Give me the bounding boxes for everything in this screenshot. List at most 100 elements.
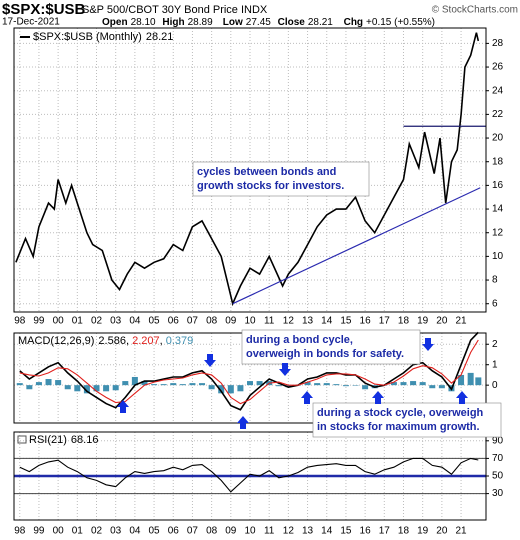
histogram-bar (400, 382, 407, 386)
x-tick-label: 21 (455, 526, 467, 537)
histogram-bar (342, 385, 349, 387)
x-tick-label: 00 (53, 526, 65, 537)
x-tick-label: 14 (321, 526, 333, 537)
histogram-bar (16, 383, 23, 386)
x-tick-label: 12 (283, 526, 295, 537)
histogram-bar (93, 385, 100, 392)
histogram-bar (352, 385, 359, 386)
y-tick-label: 70 (492, 453, 504, 464)
legend-name: RSI(21) (29, 434, 67, 446)
x-tick-label: 02 (91, 316, 103, 327)
annotation-text: cycles between bonds and (197, 166, 336, 178)
x-tick-label: 03 (110, 526, 122, 537)
x-tick-label: 19 (417, 316, 429, 327)
y-tick-label: 26 (492, 62, 504, 73)
y-tick-label: 10 (492, 251, 504, 262)
separator: , (126, 335, 132, 347)
x-tick-label: 08 (206, 316, 218, 327)
separator: , (160, 335, 166, 347)
quote-value: 28.89 (188, 17, 213, 28)
legend-value: 0.379 (166, 335, 194, 347)
quote-item: Close 28.21 (278, 17, 334, 28)
instrument-name: S&P 500/CBOT 30Y Bond Price INDX (82, 4, 268, 16)
histogram-bar (151, 384, 158, 386)
histogram-bar (323, 383, 330, 386)
x-tick-label: 13 (302, 526, 314, 537)
legend-text: RSI(21) 68.16 (29, 434, 98, 446)
histogram-bar (304, 382, 311, 386)
x-tick-label: 14 (321, 316, 333, 327)
legend-text: MACD(12,26,9) 2.586, 2.207, 0.379 (18, 335, 193, 347)
quote-label: Close (278, 17, 306, 28)
histogram-bar (26, 385, 33, 390)
quote-value: 27.45 (246, 17, 271, 28)
annotation-box (312, 402, 502, 438)
histogram-bar (458, 374, 465, 386)
histogram-bar (429, 385, 436, 389)
x-tick-label: 05 (149, 526, 161, 537)
legend-text: $SPX:$USB (Monthly) 28.21 (33, 31, 173, 43)
legend-icon (17, 435, 27, 444)
y-tick-label: 18 (492, 156, 504, 167)
histogram-bar (256, 381, 263, 386)
quote-item: Low 27.45 (223, 17, 271, 28)
histogram-bar (199, 383, 206, 386)
histogram-bar (141, 381, 148, 386)
histogram-bar (55, 380, 62, 386)
legend-name: $SPX:$USB (Monthly) (33, 31, 142, 43)
histogram-bar (218, 385, 225, 394)
y-tick-label: 20 (492, 133, 504, 144)
quote-item: Chg +0.15 (+0.55%) (344, 17, 435, 28)
histogram-bar (247, 381, 253, 386)
x-tick-label: 18 (398, 316, 410, 327)
legend-value: 2.586 (98, 335, 126, 347)
histogram-bar (314, 383, 321, 386)
annotation-text: growth stocks for investors. (197, 180, 344, 192)
x-tick-label: 08 (206, 526, 218, 537)
legend-value: 2.207 (132, 335, 160, 347)
x-tick-label: 07 (187, 526, 199, 537)
quote: Open 28.10 High 28.89 Low 27.45 Close 28.21 Chg +… (102, 17, 435, 28)
quote-value: 28.10 (131, 17, 156, 28)
annotation-box (192, 161, 370, 197)
panel-frame (13, 431, 487, 521)
histogram-bar (179, 384, 186, 386)
x-tick-label: 04 (129, 316, 141, 327)
histogram-bar (189, 383, 196, 386)
annotation-box (241, 329, 421, 365)
quote-label: Chg (344, 17, 363, 28)
histogram-bar (333, 384, 340, 386)
histogram-bar (438, 385, 445, 389)
histogram-bar (285, 385, 292, 388)
x-tick-label: 20 (436, 526, 448, 537)
y-tick-label: 50 (492, 471, 504, 482)
histogram-bar (112, 385, 119, 391)
annotation-text: during a stock cycle, overweigh (317, 407, 484, 419)
x-tick-label: 16 (360, 526, 372, 537)
legend-value: 68.16 (71, 434, 99, 446)
x-tick-label: 09 (225, 316, 237, 327)
x-tick-label: 11 (264, 316, 275, 327)
x-tick-label: 06 (168, 316, 180, 327)
histogram-bar (390, 382, 397, 386)
series-line (15, 32, 480, 307)
annotation-text: in stocks for maximum growth. (317, 421, 480, 433)
x-tick-label: 99 (33, 316, 45, 327)
series-line (19, 339, 479, 405)
x-tick-label: 12 (283, 316, 295, 327)
histogram-bar (419, 382, 426, 386)
x-tick-label: 15 (340, 526, 352, 537)
x-tick-label: 15 (340, 316, 352, 327)
trend-line (232, 187, 481, 305)
x-tick-label: 07 (187, 316, 199, 327)
y-tick-label: 0 (492, 380, 498, 391)
histogram-bar (362, 385, 369, 390)
source: © StockCharts.com (432, 5, 518, 16)
x-tick-label: 11 (264, 526, 275, 537)
quote-value: +0.15 (+0.55%) (366, 17, 435, 28)
x-tick-label: 98 (14, 316, 26, 327)
x-tick-label: 01 (72, 316, 84, 327)
quote-item: Open 28.10 (102, 17, 156, 28)
histogram-bar (131, 376, 138, 386)
y-tick-label: 28 (492, 38, 504, 49)
